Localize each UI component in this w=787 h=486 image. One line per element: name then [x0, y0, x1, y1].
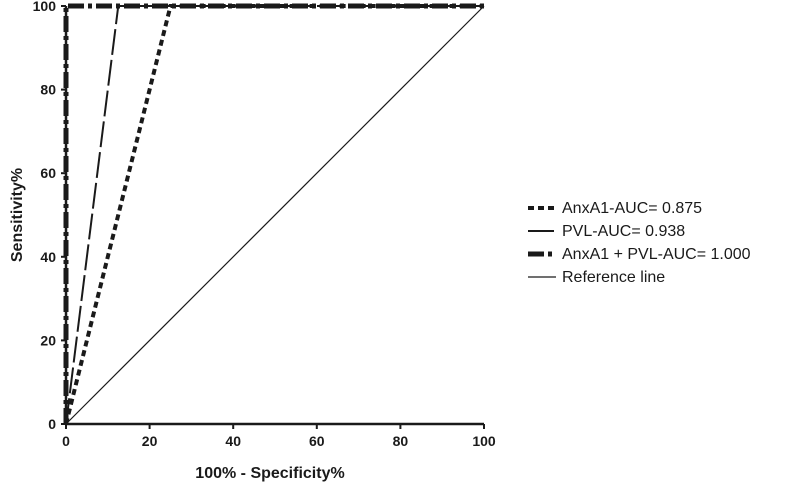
y-axis-title: Sensitivity%: [9, 168, 26, 262]
series-line-4: [65, 5, 485, 425]
y-tick-label: 20: [40, 332, 56, 348]
x-tick-label: 40: [225, 433, 241, 449]
x-tick-label: 0: [62, 433, 70, 449]
x-tick-label: 60: [309, 433, 325, 449]
y-tick-label: 40: [40, 249, 56, 265]
x-axis-title: 100% - Specificity%: [195, 465, 344, 482]
x-tick-label: 100: [472, 433, 496, 449]
legend-label: AnxA1 + PVL-AUC= 1.000: [562, 246, 751, 263]
x-axis: 0 20 40 60 80 100: [62, 422, 496, 449]
x-tick-label: 20: [142, 433, 158, 449]
legend-label: Reference line: [562, 269, 665, 286]
plot-area: [63, 3, 485, 425]
x-tick-label: 80: [393, 433, 409, 449]
legend-label: AnxA1-AUC= 0.875: [562, 200, 702, 217]
y-tick-label: 100: [33, 0, 57, 14]
legend-label: PVL-AUC= 0.938: [562, 223, 685, 240]
y-tick-label: 60: [40, 165, 56, 181]
y-tick-label: 0: [48, 416, 56, 432]
legend: AnxA1-AUC= 0.875 PVL-AUC= 0.938 AnxA1 + PV…: [528, 200, 751, 286]
y-tick-label: 80: [40, 82, 56, 98]
y-axis: 0 20 40 60 80 100: [33, 0, 68, 432]
